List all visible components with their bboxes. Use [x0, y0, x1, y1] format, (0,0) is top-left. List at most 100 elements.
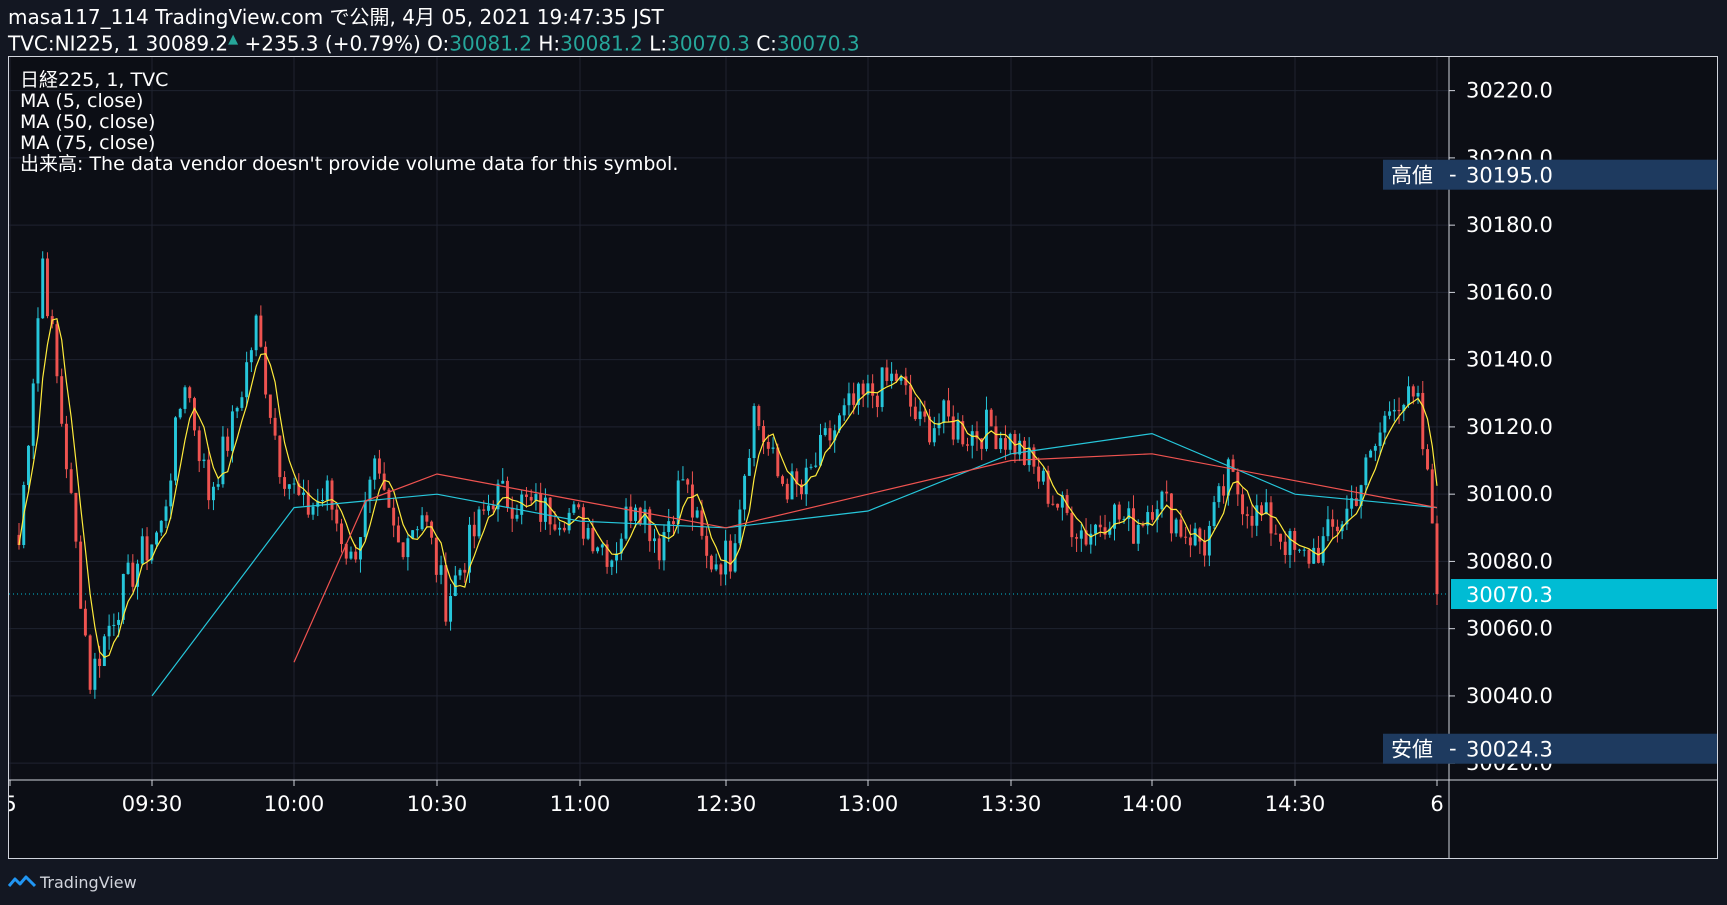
candle-body	[93, 658, 97, 690]
candle-body	[966, 444, 969, 446]
candle-body	[174, 417, 177, 481]
candle-body	[354, 551, 358, 560]
candle-body	[1264, 502, 1268, 515]
brand-label: TradingView	[40, 872, 137, 892]
candle-body	[1331, 519, 1335, 527]
candle-body	[1193, 528, 1197, 546]
candle-body	[330, 480, 334, 510]
candle-body	[909, 385, 913, 407]
x-tick-label: 10:30	[407, 792, 468, 816]
candle-body	[913, 406, 917, 420]
candle-body	[643, 509, 647, 525]
y-tick-label: 30080.0	[1466, 549, 1553, 573]
x-tick-label: 09:30	[122, 792, 183, 816]
candle-body	[349, 551, 353, 559]
candle-body	[681, 479, 685, 481]
candle-body	[406, 538, 410, 558]
candle-body	[937, 422, 941, 429]
candle-body	[373, 458, 377, 480]
candle-body	[401, 542, 405, 558]
candle-body	[1155, 509, 1159, 520]
low-badge-value: 30024.3	[1466, 738, 1553, 762]
legend-ma75[interactable]: MA (75, close)	[20, 132, 156, 154]
candle-body	[757, 406, 761, 426]
candle-body	[254, 315, 258, 351]
candle-body	[610, 560, 614, 567]
candle-body	[1075, 537, 1079, 539]
candle-body	[709, 555, 713, 570]
candle-body	[809, 466, 813, 468]
candle-body	[140, 536, 144, 564]
y-tick-label: 30160.0	[1466, 280, 1553, 304]
candle-body	[1079, 530, 1083, 539]
symbol-ohlc-line: TVC:NI225, 1 30089.2▲ +235.3 (+0.79%) O:…	[8, 29, 860, 55]
candle-body	[714, 564, 718, 570]
candle-body	[64, 423, 68, 470]
candle-body	[472, 524, 476, 537]
candle-body	[923, 411, 927, 417]
candle-body	[358, 537, 362, 560]
candle-body	[581, 507, 585, 539]
candle-body	[1416, 392, 1420, 397]
candle-body	[477, 509, 481, 537]
candle-body	[1297, 549, 1301, 551]
legend-ma50[interactable]: MA (50, close)	[20, 111, 156, 133]
candle-body	[1212, 502, 1216, 526]
candle-body	[79, 541, 83, 609]
time-axis[interactable]: 5 09:30 10:00 10:30 11:00 12:30 13:00 13:30 14:0…	[9, 779, 1718, 816]
chart-panel[interactable]: 30220.0 30200.0 30180.0 30160.0 30140.0 30120…	[8, 56, 1718, 859]
candle-body	[524, 494, 528, 497]
candle-body	[1426, 449, 1429, 470]
candle-body	[491, 505, 495, 510]
candle-body	[719, 564, 723, 575]
y-tick-label: 30140.0	[1466, 348, 1553, 372]
candles	[17, 251, 1439, 699]
candle-body	[833, 430, 837, 441]
open-label: O:	[427, 31, 450, 56]
chart-canvas[interactable]: 30220.030200.030180.030160.030140.030120…	[9, 57, 1718, 859]
candle-body	[439, 565, 443, 575]
legend-ma5[interactable]: MA (5, close)	[20, 90, 144, 112]
candle-body	[894, 373, 898, 381]
candle-body	[245, 362, 249, 398]
candle-body	[273, 417, 277, 436]
candle-body	[396, 525, 400, 543]
candle-body	[795, 471, 799, 485]
candle-body	[392, 507, 396, 526]
candle-body	[572, 504, 576, 513]
candle-body	[1236, 471, 1240, 495]
candle-body	[951, 416, 955, 440]
close-label: C:	[756, 31, 777, 56]
candle-body	[1397, 409, 1401, 412]
candle-body	[449, 595, 453, 622]
ma5-line	[18, 317, 1438, 659]
candle-body	[117, 619, 121, 625]
candle-body	[240, 397, 244, 408]
candle-body	[1359, 485, 1363, 506]
candle-body	[657, 538, 661, 561]
candle-body	[1279, 533, 1282, 542]
candle-body	[1274, 533, 1278, 535]
close-value: 30070.3	[776, 31, 860, 56]
candle-body	[197, 430, 201, 462]
candle-body	[202, 459, 206, 462]
candle-body	[947, 400, 950, 417]
footer-brand[interactable]: TradingView	[8, 870, 137, 894]
candle-body	[325, 480, 329, 500]
legend-volume[interactable]: 出来高: The data vendor doesn't provide vol…	[20, 153, 679, 175]
candle-body	[814, 465, 818, 467]
candle-body	[268, 394, 272, 418]
candle-body	[1094, 524, 1098, 534]
candle-body	[155, 532, 159, 545]
candle-body	[506, 480, 509, 508]
candle-body	[1321, 536, 1325, 563]
y-tick-label: 30220.0	[1466, 79, 1553, 103]
chart-header: masa117_114 TradingView.com で公開, 4月 05, …	[0, 0, 1727, 55]
candle-body	[136, 563, 140, 587]
candle-body	[1136, 524, 1140, 544]
candle-body	[728, 540, 732, 572]
candle-body	[980, 438, 984, 449]
candle-body	[1032, 447, 1036, 467]
candle-body	[311, 506, 315, 515]
